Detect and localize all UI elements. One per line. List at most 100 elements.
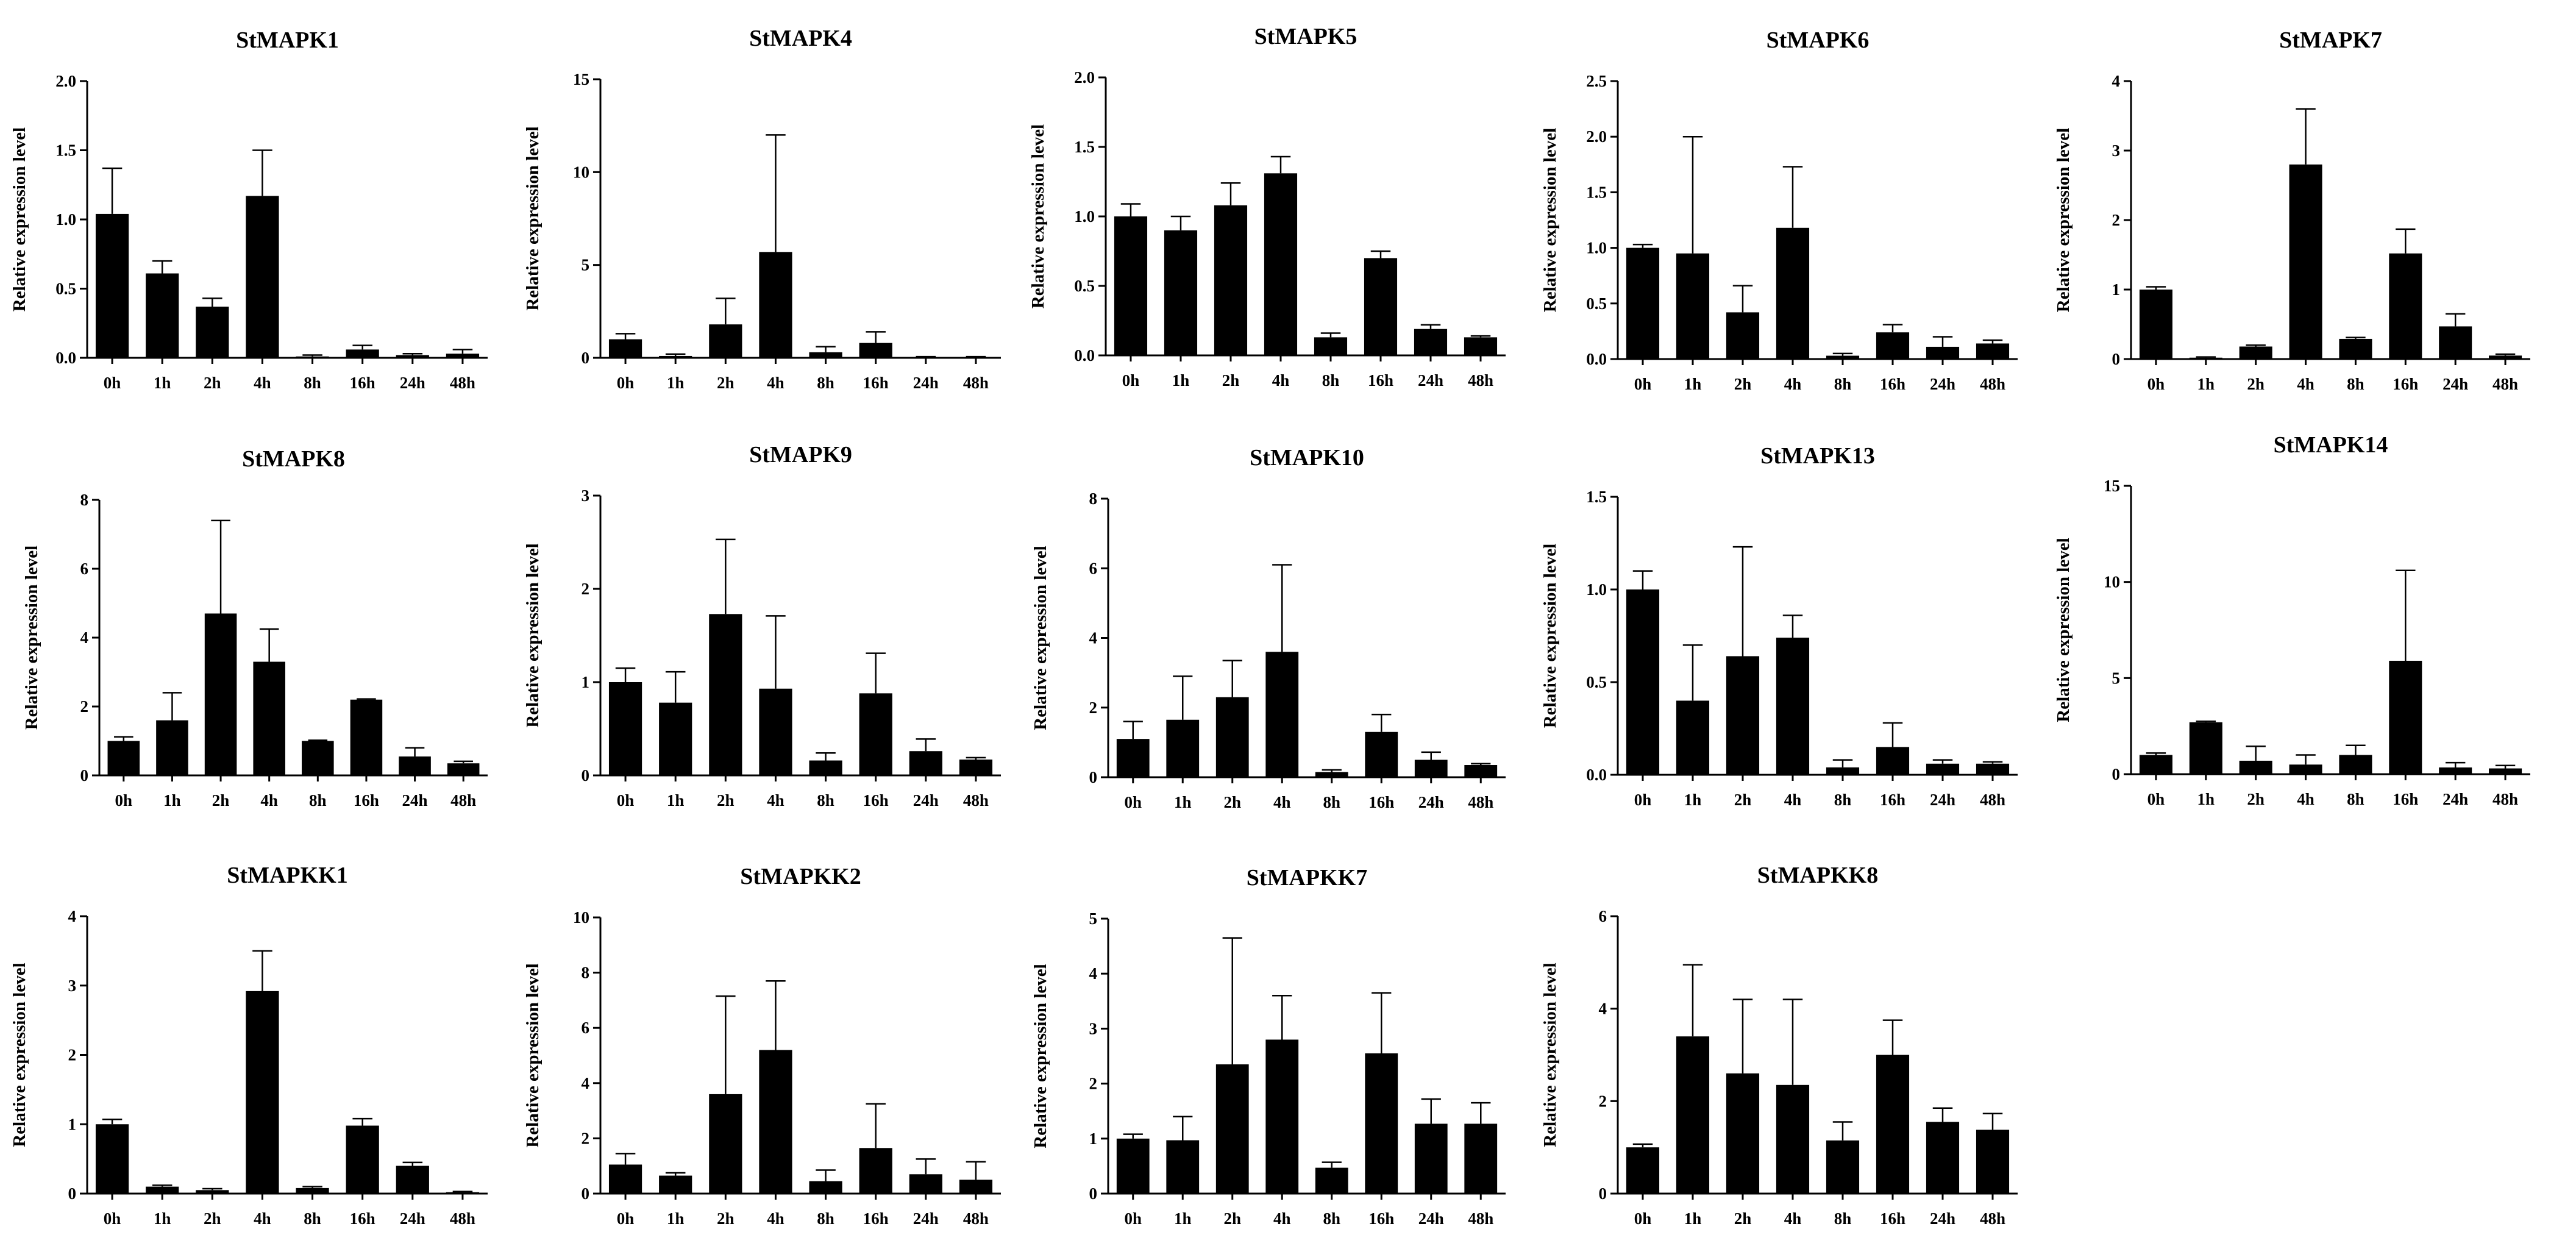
bar-48h [1976,763,2010,775]
chart-panel: StMAPK13 Relative expression level 0.0 0.5 1… [1540,443,2018,809]
bar-48h [1464,765,1498,777]
chart-title: StMAPKK7 [1247,865,1367,891]
bar-2h [1726,1073,1760,1194]
y-tick-label: 0.5 [1074,277,1095,295]
bar-16h [1365,732,1398,777]
x-tick-label: 24h [2443,790,2468,808]
bar-48h [2489,768,2522,774]
x-tick-label: 48h [1980,1209,2005,1228]
bar-48h [1976,1130,2010,1194]
bar-4h [759,252,792,358]
x-tick-label: 4h [254,374,271,392]
x-tick-label: 48h [450,374,475,392]
y-tick-label: 2 [2112,211,2121,229]
y-tick-label: 1.0 [55,210,76,229]
y-tick-label: 0 [1599,1184,1607,1203]
y-tick-label: 8 [80,491,89,509]
bar-2h [709,1094,742,1194]
x-tick-label: 8h [1323,1209,1340,1228]
y-tick-label: 10 [573,908,589,927]
x-tick-label: 24h [1930,375,1955,393]
bar-16h [2389,253,2422,359]
x-tick-label: 24h [2443,375,2468,393]
x-tick-label: 1h [2197,790,2215,808]
bar-4h [1264,173,1298,355]
x-tick-label: 2h [204,374,221,392]
chart-panel: StMAPK7 Relative expression level 0 1 2 3 4 0h 1… [2054,27,2530,393]
bar-48h [1464,337,1498,355]
y-tick-label: 1 [1089,1130,1098,1148]
x-tick-label: 2h [717,374,735,392]
y-tick-label: 4 [80,628,89,647]
bar-2h [2239,760,2272,774]
bar-48h [1464,1123,1498,1194]
x-tick-label: 48h [963,374,989,392]
bar-0h [2139,755,2172,774]
x-tick-label: 24h [913,1209,939,1228]
y-tick-label: 0.5 [1586,673,1607,691]
chart-title: StMAPK4 [749,26,852,51]
y-tick-label: 10 [2104,573,2120,591]
y-axis-label: Relative expression level [2054,128,2073,312]
x-tick-label: 0h [2147,375,2165,393]
bar-8h [1315,772,1348,777]
bar-0h [1116,1138,1150,1194]
x-tick-label: 16h [1368,793,1394,811]
bar-8h [1314,337,1348,355]
y-tick-label: 1 [2112,280,2121,299]
x-tick-label: 2h [717,791,735,810]
y-tick-label: 2 [1089,699,1098,717]
bar-48h [959,1180,993,1194]
y-tick-label: 2 [80,697,89,716]
bar-8h [1315,1167,1348,1194]
bar-24h [1926,1122,1960,1194]
bar-16h [1876,1055,1910,1194]
x-tick-label: 4h [1784,791,1802,809]
chart-panel: StMAPK4 Relative expression level 0 5 10 15 0h… [523,26,1001,392]
y-axis-label: Relative expression level [1540,544,1560,728]
x-tick-label: 0h [617,1209,635,1228]
y-axis-label: Relative expression level [22,546,41,730]
x-tick-label: 24h [913,374,939,392]
bar-1h [1676,1036,1710,1194]
bar-16h [350,699,383,775]
x-tick-label: 8h [304,1209,321,1228]
bar-2h [709,324,742,358]
bar-16h [1364,258,1398,355]
x-tick-label: 16h [1880,375,1905,393]
x-tick-label: 1h [667,1209,685,1228]
y-tick-label: 3 [1089,1019,1098,1038]
y-axis-label: Relative expression level [1031,964,1050,1148]
y-tick-label: 6 [1599,907,1607,925]
x-tick-label: 4h [254,1209,271,1228]
bar-16h [1365,1053,1398,1194]
chart-panel: StMAPKK2 Relative expression level 0 2 4 6 8 10… [523,864,1001,1228]
x-tick-label: 48h [1980,375,2005,393]
x-tick-label: 48h [450,791,476,810]
x-tick-label: 4h [767,1209,785,1228]
x-tick-label: 4h [1784,1209,1802,1228]
bar-16h [859,693,892,775]
bar-0h [95,213,129,358]
x-tick-label: 2h [204,1209,221,1228]
bar-0h [1626,589,1660,775]
x-tick-label: 8h [2347,790,2364,808]
y-axis-label: Relative expression level [10,127,29,312]
bar-48h [1976,343,2010,359]
bar-1h [659,1175,692,1194]
x-tick-label: 0h [1634,375,1652,393]
bar-8h [1826,767,1860,775]
x-tick-label: 8h [1322,371,1340,390]
y-axis-label: Relative expression level [1540,963,1560,1147]
y-tick-label: 0 [582,766,590,785]
bar-4h [1776,638,1810,775]
bar-4h [2289,764,2322,774]
y-tick-label: 5 [1089,910,1098,928]
x-tick-label: 4h [260,791,278,810]
bar-0h [1116,739,1150,777]
chart-panel: StMAPK5 Relative expression level 0.0 0.5 1.… [1028,24,1506,390]
x-tick-label: 0h [115,791,133,810]
x-tick-label: 16h [1880,1209,1905,1228]
y-tick-label: 2.5 [1586,72,1607,90]
x-tick-label: 4h [1272,371,1290,390]
